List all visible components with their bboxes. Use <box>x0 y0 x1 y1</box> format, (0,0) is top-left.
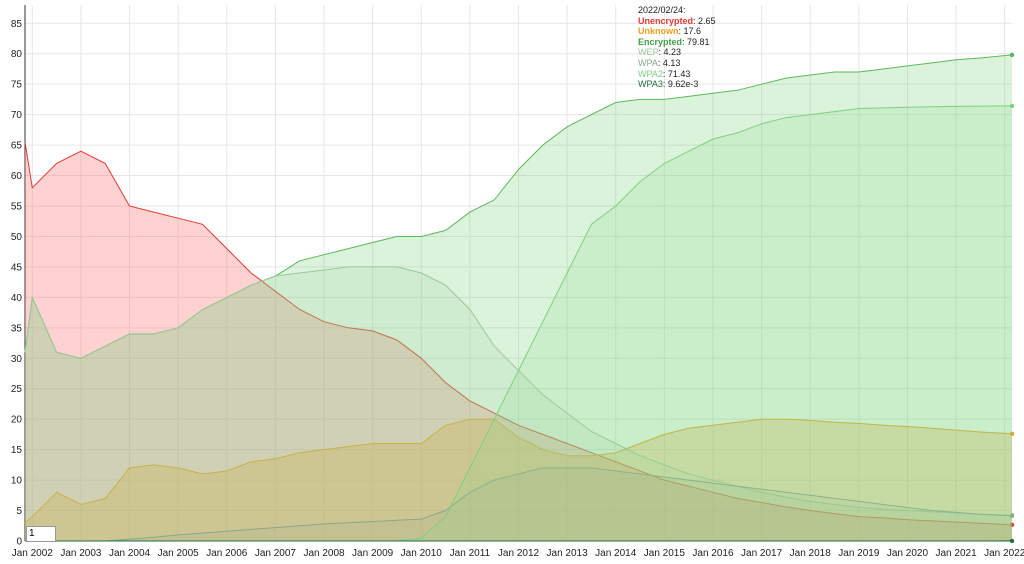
x-tick-label: Jan 2017 <box>741 548 783 559</box>
legend-series-value: 71.43 <box>667 68 691 79</box>
legend-separator: : <box>693 15 699 26</box>
y-tick-label: 25 <box>11 384 23 395</box>
series-highlight-point-encrypted <box>1009 52 1015 58</box>
y-tick-label: 10 <box>11 476 23 487</box>
y-tick-label: 35 <box>11 323 23 334</box>
y-tick-label: 65 <box>11 141 23 152</box>
roll-period-input[interactable] <box>26 526 56 542</box>
x-tick-label: Jan 2005 <box>158 548 200 559</box>
x-tick-label: Jan 2016 <box>692 548 734 559</box>
series-highlight-point-unencrypted <box>1009 522 1015 528</box>
legend-entry: WPA2: 71.43 <box>638 69 716 80</box>
series-highlight-point-wpa2 <box>1009 103 1015 109</box>
series-highlight-point-wpa3 <box>1009 538 1015 544</box>
y-tick-label: 15 <box>11 445 23 456</box>
x-tick-label: Jan 2015 <box>644 548 686 559</box>
legend-series-value: 79.81 <box>687 36 710 47</box>
x-tick-label: Jan 2010 <box>401 548 443 559</box>
series-line-unencrypted <box>24 141 1013 526</box>
y-tick-label: 70 <box>11 110 23 121</box>
x-tick-label: Jan 2009 <box>352 548 394 559</box>
legend-separator: : <box>682 36 688 47</box>
legend-series-name: Unencrypted <box>638 15 694 26</box>
legend-series-name: WPA <box>638 57 658 68</box>
x-tick-label: Jan 2012 <box>498 548 540 559</box>
y-tick-label: 45 <box>11 262 23 273</box>
series-area-encrypted <box>25 54 1012 542</box>
x-tick-label: Jan 2002 <box>12 548 54 559</box>
x-tick-label: Jan 2021 <box>936 548 978 559</box>
x-tick-label: Jan 2006 <box>206 548 248 559</box>
y-tick-label: 75 <box>11 80 23 91</box>
legend-separator: : <box>657 57 663 68</box>
x-tick-label: Jan 2022 <box>984 548 1024 559</box>
series-area-unencrypted <box>25 142 1012 541</box>
y-tick-label: 60 <box>11 171 23 182</box>
y-tick-label: 85 <box>11 19 23 30</box>
y-tick-label: 55 <box>11 202 23 213</box>
x-tick-label: Jan 2007 <box>255 548 297 559</box>
legend-entry: Encrypted: 79.81 <box>638 37 716 48</box>
legend-series-value: 4.13 <box>662 57 681 68</box>
legend-entry: WPA3: 9.62e-3 <box>638 79 716 90</box>
x-tick-label: Jan 2013 <box>547 548 589 559</box>
legend-separator: : <box>662 79 668 90</box>
legend-separator: : <box>678 26 684 37</box>
legend-entries: Unencrypted: 2.65 Unknown: 17.6 Encrypted:… <box>638 16 716 90</box>
x-tick-label: Jan 2020 <box>887 548 929 559</box>
y-tick-label: 5 <box>16 506 22 517</box>
legend-series-value: 9.62e-3 <box>667 79 699 90</box>
legend-series-value: 4.23 <box>663 47 682 58</box>
series-area-unknown <box>25 419 1012 541</box>
y-tick-label: 0 <box>16 537 22 548</box>
legend-separator: : <box>662 68 668 79</box>
series-line-unknown <box>24 418 1013 524</box>
series-area-wep <box>25 266 1012 541</box>
series-line-wpa <box>25 467 1013 542</box>
y-tick-label: 50 <box>11 232 23 243</box>
legend-entry: Unencrypted: 2.65 <box>638 16 716 27</box>
legend-series-name: Unknown <box>638 26 679 37</box>
legend-series-value: 2.65 <box>698 15 716 26</box>
legend-series-name: Encrypted <box>638 36 683 47</box>
x-tick-label: Jan 2018 <box>790 548 832 559</box>
legend-series-value: 17.6 <box>683 26 702 37</box>
legend-date: 2022/02/24: <box>638 5 686 15</box>
x-tick-label: Jan 2004 <box>109 548 151 559</box>
x-tick-label: Jan 2011 <box>450 548 491 559</box>
series-area-wpa <box>25 467 1012 541</box>
series-highlight-point-wpa <box>1009 513 1015 519</box>
legend-series-name: WPA2 <box>638 68 663 79</box>
series-area-wpa2 <box>25 105 1012 542</box>
legend: 2022/02/24: Unencrypted: 2.65 Unknown: 17… <box>638 5 716 90</box>
legend-entry: Unknown: 17.6 <box>638 26 716 37</box>
y-tick-label: 20 <box>11 415 23 426</box>
legend-series-name: WPA3 <box>638 79 663 90</box>
y-tick-label: 40 <box>11 293 23 304</box>
series-highlight-point-unknown <box>1009 431 1015 436</box>
y-tick-label: 30 <box>11 354 23 365</box>
legend-entry: WPA: 4.13 <box>638 58 716 69</box>
x-tick-label: Jan 2003 <box>60 548 102 559</box>
x-tick-label: Jan 2008 <box>303 548 345 559</box>
legend-separator: : <box>658 47 664 58</box>
legend-entry: WEP: 4.23 <box>638 47 716 58</box>
x-tick-label: Jan 2014 <box>595 548 637 559</box>
series-line-wep <box>24 266 1013 516</box>
legend-series-name: WEP <box>638 47 659 58</box>
y-tick-label: 80 <box>11 49 23 60</box>
x-tick-label: Jan 2019 <box>838 548 880 559</box>
